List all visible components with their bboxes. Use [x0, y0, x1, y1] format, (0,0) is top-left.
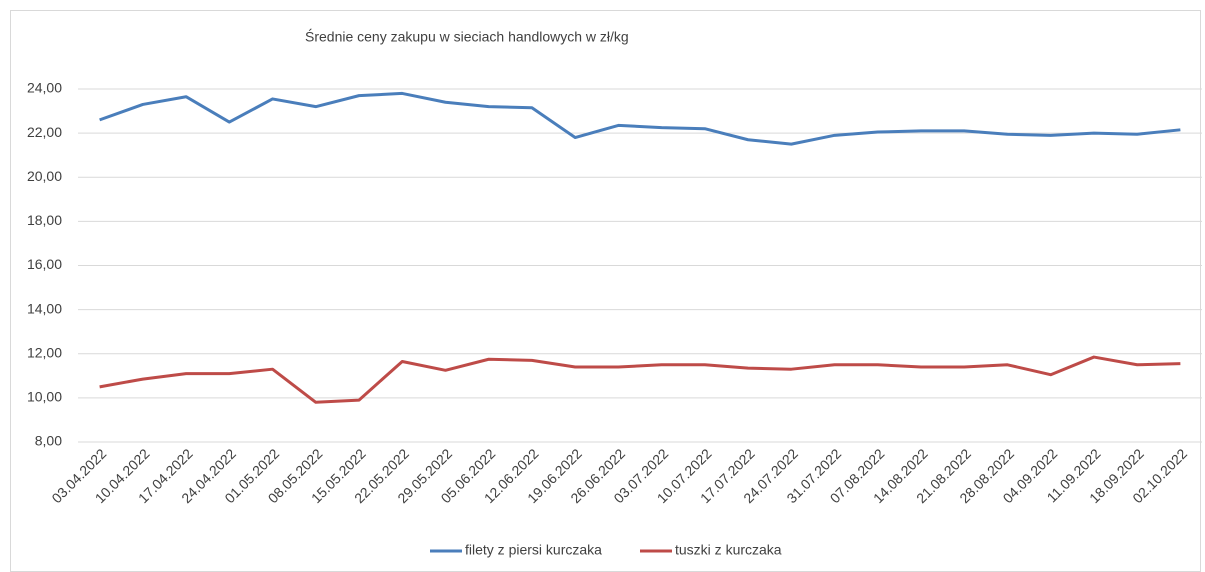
y-tick-label: 24,00 [27, 80, 62, 96]
y-tick-label: 12,00 [27, 344, 62, 360]
y-tick-label: 22,00 [27, 124, 62, 140]
y-tick-label: 20,00 [27, 168, 62, 184]
y-tick-label: 14,00 [27, 300, 62, 316]
y-tick-label: 18,00 [27, 212, 62, 228]
y-tick-label: 8,00 [35, 433, 62, 449]
y-tick-label: 10,00 [27, 389, 62, 405]
y-tick-label: 16,00 [27, 256, 62, 272]
series-line [99, 91, 1181, 146]
series-line [99, 355, 1181, 404]
chart-frame [10, 10, 1201, 572]
legend-label: tuszki z kurczaka [675, 542, 782, 558]
chart-title: Średnie ceny zakupu w sieciach handlowyc… [305, 28, 629, 45]
legend-label: filety z piersi kurczaka [465, 542, 602, 558]
